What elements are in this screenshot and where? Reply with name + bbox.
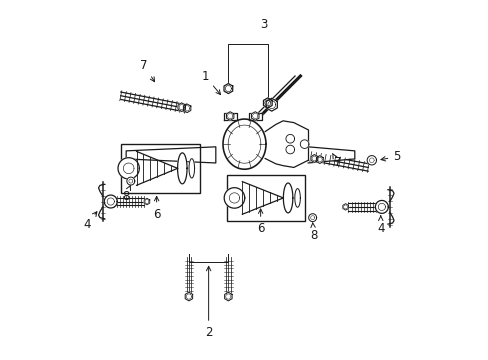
- Polygon shape: [226, 112, 233, 120]
- Polygon shape: [310, 154, 317, 162]
- Polygon shape: [285, 134, 294, 143]
- Polygon shape: [189, 159, 194, 178]
- Polygon shape: [144, 198, 149, 205]
- Polygon shape: [223, 119, 265, 169]
- Polygon shape: [375, 201, 387, 213]
- Text: 2: 2: [204, 266, 212, 339]
- Polygon shape: [224, 84, 232, 94]
- Polygon shape: [224, 188, 244, 208]
- Polygon shape: [223, 113, 236, 120]
- Polygon shape: [183, 104, 190, 113]
- Bar: [226, 175, 305, 221]
- Polygon shape: [366, 156, 376, 165]
- Bar: [121, 144, 199, 193]
- Polygon shape: [316, 156, 323, 163]
- Text: 3: 3: [260, 18, 267, 31]
- Polygon shape: [118, 158, 139, 179]
- Text: 6: 6: [153, 197, 160, 221]
- Polygon shape: [185, 292, 192, 301]
- Text: 8: 8: [122, 186, 130, 203]
- Polygon shape: [126, 147, 215, 163]
- Polygon shape: [307, 147, 354, 163]
- Text: 8: 8: [309, 223, 317, 242]
- Text: 7: 7: [140, 59, 154, 82]
- Polygon shape: [177, 153, 187, 184]
- Polygon shape: [283, 183, 292, 213]
- Polygon shape: [126, 177, 135, 185]
- Polygon shape: [224, 292, 232, 301]
- Polygon shape: [248, 113, 261, 120]
- Text: 6: 6: [256, 209, 264, 235]
- Polygon shape: [342, 204, 348, 210]
- Polygon shape: [308, 214, 316, 222]
- Text: 5: 5: [380, 150, 400, 163]
- Polygon shape: [178, 103, 185, 112]
- Text: 1: 1: [201, 69, 220, 95]
- Polygon shape: [104, 195, 117, 208]
- Text: 7: 7: [332, 153, 341, 169]
- Text: 4: 4: [376, 216, 384, 235]
- Polygon shape: [263, 98, 272, 108]
- Text: 4: 4: [83, 212, 97, 231]
- Polygon shape: [300, 140, 308, 148]
- Polygon shape: [265, 98, 277, 111]
- Polygon shape: [294, 189, 300, 207]
- Polygon shape: [251, 112, 259, 120]
- Polygon shape: [285, 145, 294, 154]
